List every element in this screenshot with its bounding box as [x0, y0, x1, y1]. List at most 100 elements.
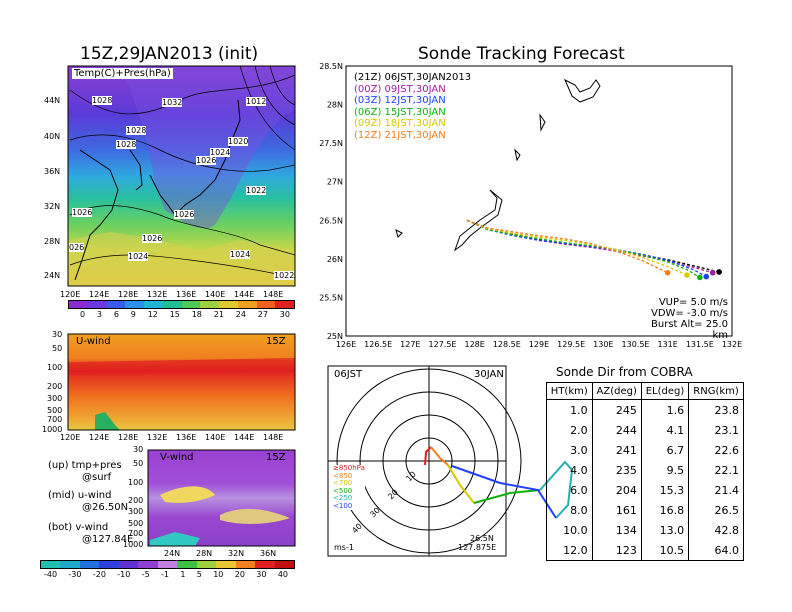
table-cell: 161: [591, 500, 642, 520]
table-row: 12.0 123 10.5 64.0: [547, 540, 744, 561]
note-line: (mid) u-wind: [48, 490, 112, 501]
legend-entry: (03Z) 12JST,30JAN: [354, 95, 446, 106]
burst-point: [664, 269, 671, 276]
colorbar-tick: 15: [169, 310, 180, 319]
burst-point: [684, 272, 690, 278]
uwind-p-label: 500: [47, 406, 63, 415]
vwind-p-label: 500: [128, 519, 144, 528]
hodograph-segment: [447, 464, 475, 504]
x-tick-label: 128.5E: [493, 340, 521, 349]
track-line: [466, 219, 713, 274]
track-line: [466, 219, 668, 274]
level-entry: <500: [333, 486, 353, 495]
y-tick-label: 26.5N: [319, 216, 343, 225]
table-header: EL(deg): [640, 382, 689, 400]
burst-point: [716, 269, 722, 275]
level-entry: <850: [333, 471, 353, 480]
colorbar-tick: 6: [113, 310, 119, 319]
polar-level-legend: ≥850hPa <850 <700 <500 <250 <100: [333, 464, 365, 510]
y-tick-label: 25.5N: [319, 293, 343, 302]
note-line: @26.50N: [82, 502, 129, 513]
isobar-label: 1028: [126, 126, 147, 135]
isobar-label: 1028: [116, 140, 137, 149]
table-cell: 134: [591, 520, 642, 540]
note-line: @surf: [82, 472, 112, 483]
vwind-lat-label: 24N: [164, 549, 181, 558]
table-cell: 15.3: [640, 480, 689, 500]
table-cell: 64.0: [688, 540, 744, 561]
x-tick-label: 126E: [336, 340, 356, 349]
uwind-p-label: 300: [47, 394, 63, 403]
colorbar-tick: 3: [96, 310, 103, 319]
legend-entry: (00Z) 09JST,30JAN: [354, 83, 446, 95]
table-cell: 6.0: [570, 483, 588, 497]
isobar-label: 1022: [246, 186, 267, 195]
table-cell: 1.0: [570, 403, 588, 417]
vwind-lat-label: 28N: [196, 549, 213, 558]
colorbar-tick: -40: [44, 570, 58, 579]
table-cell: 42.8: [688, 520, 744, 540]
track-line: [466, 219, 688, 276]
table-row: 2.0 244 4.1 23.1: [547, 420, 744, 440]
table-row: 8.0 161 16.8 26.5: [547, 500, 744, 520]
note-up: (up) tmp+pres @surf: [48, 460, 122, 484]
table-cell: 123: [591, 540, 642, 561]
burst-point: [709, 269, 716, 276]
vwind-p-label: 700: [128, 529, 144, 538]
temp-lon-label: 148E: [263, 290, 284, 299]
isobar-label: 1026: [72, 208, 93, 217]
uwind-lon-label: 128E: [118, 433, 139, 442]
table-cell: 13.0: [640, 520, 689, 540]
y-tick-label: 25N: [327, 332, 343, 341]
temp-lon-label: 128E: [118, 290, 139, 299]
vwind-colorbar-ticks: -40 -30 -20 -10 -5 -1 1 5 10 20 30 40: [44, 570, 288, 579]
table-cell: 23.1: [688, 420, 744, 440]
note-mid: (mid) u-wind @26.50N: [48, 490, 128, 514]
isobar-label: 1022: [274, 271, 295, 280]
colorbar-tick: 24: [235, 310, 246, 319]
table-header: RNG(km): [688, 382, 744, 400]
temp-lat-label: 32N: [44, 202, 61, 211]
table-cell: 23.8: [688, 399, 744, 420]
vwind-lat-label: 32N: [228, 549, 245, 558]
temp-lat-label: 28N: [44, 237, 61, 246]
level-entry: <100: [333, 501, 353, 510]
temp-lon-label: 144E: [234, 290, 255, 299]
note-bot: (bot) v-wind @127.84E: [48, 522, 133, 546]
temp-colorbar-ticks: 0 3 6 9 12 15 18 21 24 27 30: [80, 310, 290, 319]
uwind-lon-label: 144E: [234, 433, 255, 442]
colorbar-tick: -30: [68, 570, 82, 579]
polar-loc-lon: 127.875E: [458, 543, 497, 552]
uwind-p-label: 700: [47, 415, 63, 424]
y-tick-label: 27.5N: [319, 139, 343, 148]
temp-lon-label: 136E: [176, 290, 197, 299]
param-vdw: VDW= -3.0 m/s: [651, 308, 728, 319]
table-header: AZ(deg): [591, 382, 642, 400]
table-header: HT(km): [546, 382, 593, 400]
note-line: @127.84E: [82, 534, 134, 545]
level-entry: <700: [333, 479, 353, 487]
colorbar-tick: 30: [256, 570, 267, 579]
tracking-title: Sonde Tracking Forecast: [418, 44, 625, 64]
isobar-label: 1026: [142, 234, 163, 243]
y-tick-label: 26N: [327, 255, 343, 264]
table-cell: 21.4: [688, 480, 744, 500]
vwind-p-label: 100: [128, 478, 144, 487]
note-line: (up) tmp+pres: [48, 460, 122, 471]
vwind-p-label: 300: [128, 507, 144, 516]
level-entry: <250: [333, 494, 353, 502]
table-cell: 235: [591, 460, 642, 480]
table-row: 1.0 245 1.6 23.8: [547, 399, 744, 420]
colorbar-tick: 12: [147, 310, 158, 319]
uwind-p-label: 100: [47, 363, 63, 372]
colorbar-tick: 1: [180, 570, 186, 579]
level-entry: ≥850hPa: [333, 464, 365, 472]
colorbar-tick: 21: [213, 310, 224, 319]
isobar-label: 1024: [210, 148, 231, 157]
table-header-row: HT(km) AZ(deg) EL(deg) RNG(km): [546, 382, 744, 400]
table-cell: 10.5: [640, 540, 689, 561]
colorbar-tick: 20: [234, 570, 245, 579]
uwind-lon-label: 124E: [89, 433, 110, 442]
temp-lon-label: 140E: [205, 290, 226, 299]
